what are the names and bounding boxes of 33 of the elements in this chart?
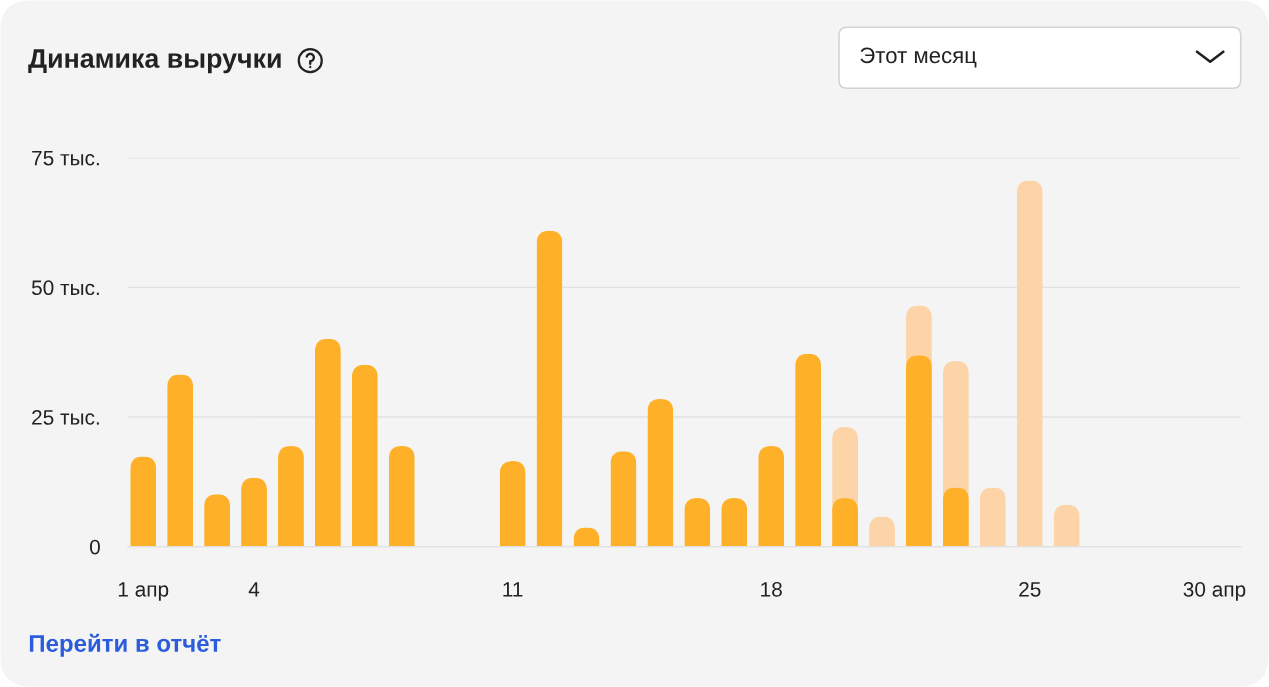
- bar: [167, 374, 194, 547]
- bar: [758, 446, 785, 547]
- x-tick-label: 18: [761, 581, 782, 597]
- bar: [906, 355, 932, 547]
- bar: [499, 461, 526, 547]
- bar: [979, 487, 1006, 547]
- y-tick-label: 50 тыс.: [31, 280, 99, 296]
- y-tick-label: 0: [89, 539, 100, 555]
- bar: [795, 353, 822, 547]
- bar: [314, 338, 341, 547]
- bar: [388, 446, 415, 547]
- bar: [204, 494, 231, 547]
- bar: [130, 456, 157, 547]
- bar: [1016, 180, 1043, 547]
- x-tick-label: 4: [248, 582, 260, 597]
- text: Этот месяц: [860, 47, 977, 68]
- bar: [942, 487, 969, 547]
- bar: [721, 497, 748, 547]
- x-tick-label: 1 апр: [118, 582, 169, 601]
- bar: [832, 497, 858, 547]
- bar: [351, 364, 378, 547]
- bar: [278, 446, 304, 547]
- bar: [647, 398, 674, 547]
- x-tick-label: 25: [1019, 581, 1041, 597]
- y-tick-label: 75 тыс.: [32, 150, 99, 166]
- x-tick-label: 30 апр: [1183, 581, 1246, 601]
- bar: [536, 230, 563, 547]
- bar: [684, 497, 711, 547]
- text: Перейти в отчёт: [29, 633, 221, 657]
- x-tick-label: 11: [503, 582, 523, 597]
- bar: [610, 451, 637, 547]
- chart-title: Динамика выручки: [28, 49, 281, 74]
- y-tick-label: 25 тыс.: [32, 410, 99, 425]
